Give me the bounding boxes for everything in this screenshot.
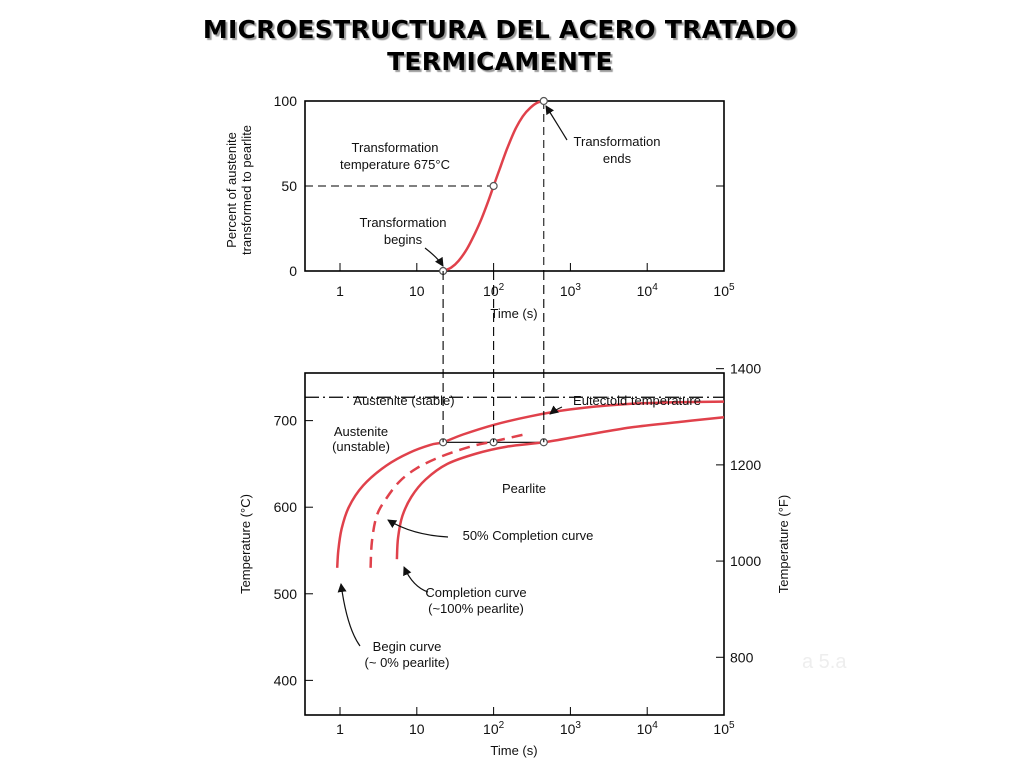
- y-axis-label-bottom-text: Temperature (°C): [238, 494, 253, 594]
- y-axis-label-top: Percent of austenite transformed to pearl…: [224, 125, 254, 255]
- annotation-completion-curve-1: Completion curve: [425, 585, 526, 600]
- slide-title-line2: TERMICAMENTE: [387, 47, 613, 76]
- y-right-tick-label-1000: 1000: [730, 553, 761, 569]
- y-axis-label-top-line-1: Percent of austenite: [224, 132, 239, 248]
- x-tick-label-100: 102: [483, 720, 505, 737]
- y-axis-label-top-line-2: transformed to pearlite: [239, 125, 254, 255]
- x-axis-label-bottom: Time (s): [490, 743, 537, 758]
- plot-frame-bottom: [304, 372, 725, 716]
- annotation-austenite-unstable-1: Austenite: [334, 424, 388, 439]
- x-tick-label-10000: 104: [637, 282, 659, 299]
- y-tick-label-600: 600: [274, 499, 298, 515]
- arrow-transformation-begins: [424, 247, 444, 267]
- y-right-tick-label-800: 800: [730, 649, 754, 665]
- annotation-completion-curve-2: (~100% pearlite): [428, 601, 524, 616]
- annotation-transformation-temperature-2: temperature 675°C: [340, 157, 450, 172]
- annotation-pearlite: Pearlite: [502, 481, 546, 496]
- annotation-austenite-unstable-2: (unstable): [332, 439, 390, 454]
- x-tick-label-1: 1: [336, 283, 344, 299]
- chart-connector-lines: [442, 271, 545, 443]
- ttt-chart: 1 10 102 103 104 105 400 500 600 700 800 1000 1200 14…: [238, 361, 791, 758]
- slide-title: MICROESTRUCTURA DEL ACERO TRATADO TERMIC…: [0, 14, 1000, 78]
- x-tick-label-10: 10: [409, 721, 425, 737]
- x-tick-label-1000: 103: [560, 282, 582, 299]
- marker-top-3: [539, 96, 548, 106]
- y-right-tick-label-1200: 1200: [730, 457, 761, 473]
- annotation-transformation-ends-2: ends: [603, 151, 632, 166]
- annotation-transformation-temperature-1: Transformation: [352, 140, 439, 155]
- caption-fragment: a 5.a: [802, 651, 847, 673]
- y-tick-label-50: 50: [281, 178, 297, 194]
- annotation-begin-curve-1: Begin curve: [373, 639, 442, 654]
- arrow-fifty-percent: [387, 519, 449, 538]
- annotation-begin-curve-2: (~ 0% pearlite): [365, 655, 450, 670]
- y-tick-label-400: 400: [274, 672, 298, 688]
- arrow-eutectoid: [549, 405, 563, 415]
- y-axis-label-right: Temperature (°F): [776, 495, 791, 593]
- series-completion-curve: [395, 415, 725, 560]
- slide-title-line1: MICROESTRUCTURA DEL ACERO TRATADO: [202, 15, 798, 44]
- y-tick-label-700: 700: [274, 413, 298, 429]
- marker-top-2: [489, 181, 498, 191]
- x-tick-label-1000: 103: [560, 720, 582, 737]
- annotation-austenite-stable: Austenite (stable): [353, 393, 454, 408]
- series-begin-curve: [335, 400, 725, 568]
- arrow-completion-curve: [403, 566, 429, 593]
- annotation-eutectoid-temperature: Eutectoid temperature: [573, 393, 701, 408]
- y-tick-label-100: 100: [274, 93, 298, 109]
- arrow-transformation-ends: [545, 105, 568, 141]
- annotation-transformation-ends-1: Transformation: [574, 134, 661, 149]
- y-tick-label-500: 500: [274, 586, 298, 602]
- x-tick-label-100000: 105: [713, 720, 735, 737]
- series-fifty-percent-curve: [369, 433, 525, 568]
- y-axis-label-right-text: Temperature (°F): [776, 495, 791, 593]
- x-tick-label-100000: 105: [713, 282, 735, 299]
- plot-frame-top: [304, 100, 725, 272]
- x-tick-label-1: 1: [336, 721, 344, 737]
- annotation-transformation-begins-1: Transformation: [360, 215, 447, 230]
- y-axis-label-bottom: Temperature (°C): [238, 494, 253, 594]
- annotation-fifty-percent: 50% Completion curve: [463, 528, 594, 543]
- arrow-begin-curve: [337, 583, 361, 647]
- x-axis-label-top: Time (s): [490, 306, 537, 321]
- y-tick-label-0: 0: [289, 263, 297, 279]
- annotation-transformation-begins-2: begins: [384, 232, 423, 247]
- y-right-tick-label-1400: 1400: [730, 361, 761, 377]
- x-tick-label-10000: 104: [637, 720, 659, 737]
- x-tick-label-10: 10: [409, 283, 425, 299]
